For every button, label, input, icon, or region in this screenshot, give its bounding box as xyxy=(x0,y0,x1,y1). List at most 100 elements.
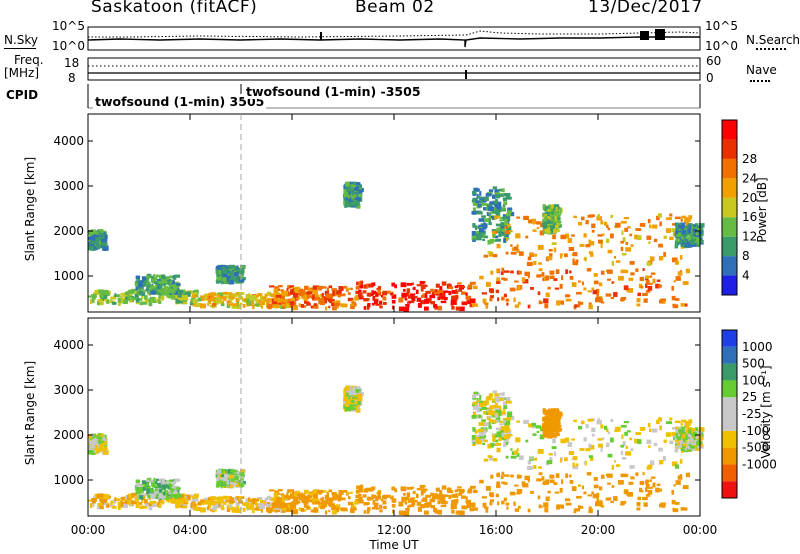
velocity-echo-cell xyxy=(605,497,612,501)
power-echo-cell xyxy=(577,301,581,306)
power-echo-cell xyxy=(678,227,682,231)
power-echo-cell xyxy=(591,229,595,233)
power-echo-cell xyxy=(530,286,534,290)
power-echo-cell xyxy=(635,268,639,272)
power-echo-cell xyxy=(488,288,494,293)
power-echo-cell xyxy=(437,305,442,311)
power-echo-cell xyxy=(345,203,351,208)
velocity-echo-cell xyxy=(89,446,93,450)
velocity-echo-cell xyxy=(489,499,494,503)
power-echo-cell xyxy=(682,281,689,286)
power-echo-cell xyxy=(306,294,310,300)
power-echo-cell xyxy=(229,293,236,296)
velocity-echo-cell xyxy=(669,417,673,421)
power-echo-cell xyxy=(139,301,144,306)
power-echo-cell xyxy=(504,226,508,229)
velocity-echo-cell xyxy=(687,432,691,438)
power-echo-cell xyxy=(483,196,489,201)
velocity-echo-cell xyxy=(606,428,609,432)
power-echo-cell xyxy=(501,267,505,271)
velocity-echo-cell xyxy=(656,483,661,486)
velocity-echo-cell xyxy=(495,403,499,408)
power-echo-cell xyxy=(696,227,702,233)
power-echo-cell xyxy=(581,216,585,221)
power-echo-cell xyxy=(485,303,489,309)
power-echo-cell xyxy=(137,283,143,288)
velocity-echo-cell xyxy=(595,500,602,505)
velocity-echo-cell xyxy=(347,391,353,396)
power-echo-cell xyxy=(549,270,555,275)
velocity-echo-cell xyxy=(371,506,376,510)
power-echo-cell xyxy=(153,281,159,284)
power-echo-cell xyxy=(676,237,682,240)
velocity-echo-cell xyxy=(355,494,360,499)
power-echo-cell xyxy=(481,292,487,295)
power-echo-cell xyxy=(685,225,691,229)
velocity-echo-cell xyxy=(490,474,494,479)
power-echo-cell xyxy=(640,285,644,289)
velocity-echo-cell xyxy=(172,484,175,489)
velocity-echo-cell xyxy=(249,501,254,506)
power-cbar-segment xyxy=(722,139,737,159)
power-echo-cell xyxy=(363,298,369,302)
power-echo-cell xyxy=(325,306,328,311)
power-echo-cell xyxy=(581,281,584,286)
power-echo-cell xyxy=(494,192,501,196)
velocity-echo-cell xyxy=(209,496,216,500)
power-echo-cell xyxy=(491,210,498,214)
velocity-echo-cell xyxy=(111,505,117,509)
velocity-echo-cell xyxy=(539,505,543,509)
velocity-echo-cell xyxy=(367,507,371,511)
velocity-echo-cell xyxy=(144,493,150,496)
power-echo-cell xyxy=(502,197,507,202)
velocity-echo-cell xyxy=(450,503,457,509)
velocity-echo-cell xyxy=(496,447,501,453)
power-echo-cell xyxy=(469,281,476,285)
power-echo-cell xyxy=(343,285,348,289)
velocity-echo-cell xyxy=(303,502,309,505)
power-echo-cell xyxy=(135,275,141,280)
velocity-echo-cell xyxy=(129,496,133,500)
power-echo-cell xyxy=(416,284,422,287)
velocity-echo-cell xyxy=(398,510,404,516)
velocity-echo-cell xyxy=(363,488,367,493)
velocity-echo-cell xyxy=(168,497,175,502)
velocity-echo-cell xyxy=(278,505,283,509)
power-echo-cell xyxy=(465,292,468,297)
freq-tick-bottom: 8 xyxy=(68,71,76,85)
power-echo-cell xyxy=(350,304,353,309)
power-echo-cell xyxy=(357,189,362,194)
power-echo-cell xyxy=(546,227,553,230)
power-echo-cell xyxy=(478,199,483,203)
velocity-echo-cell xyxy=(226,504,232,508)
velocity-echo-cell xyxy=(408,504,415,508)
velocity-echo-cell xyxy=(345,401,352,405)
power-echo-cell xyxy=(606,238,610,244)
velocity-echo-cell xyxy=(518,474,522,479)
velocity-echo-cell xyxy=(646,439,652,444)
velocity-echo-cell xyxy=(534,457,538,461)
velocity-echo-cell xyxy=(367,496,372,501)
power-echo-cell xyxy=(440,300,447,304)
velocity-echo-cell xyxy=(538,466,542,469)
power-echo-cell xyxy=(455,306,461,311)
power-echo-cell xyxy=(691,238,696,242)
power-echo-cell xyxy=(473,187,479,191)
velocity-echo-cell xyxy=(691,447,696,451)
power-echo-cell xyxy=(163,291,170,296)
velocity-echo-cell xyxy=(88,435,94,439)
velocity-echo-cell xyxy=(678,429,684,433)
power-echo-cell xyxy=(586,268,592,272)
power-echo-cell xyxy=(309,288,316,293)
power-echo-cell xyxy=(411,282,414,286)
velocity-echo-cell xyxy=(325,498,332,503)
velocity-echo-cell xyxy=(223,473,228,478)
velocity-cbar-segment xyxy=(722,464,737,482)
power-echo-cell xyxy=(688,215,693,220)
velocity-echo-cell xyxy=(496,481,501,486)
velocity-echo-cell xyxy=(163,495,170,500)
power-echo-cell xyxy=(421,295,424,298)
power-echo-cell xyxy=(509,230,513,233)
velocity-echo-cell xyxy=(301,498,308,504)
power-echo-cell xyxy=(357,292,363,297)
